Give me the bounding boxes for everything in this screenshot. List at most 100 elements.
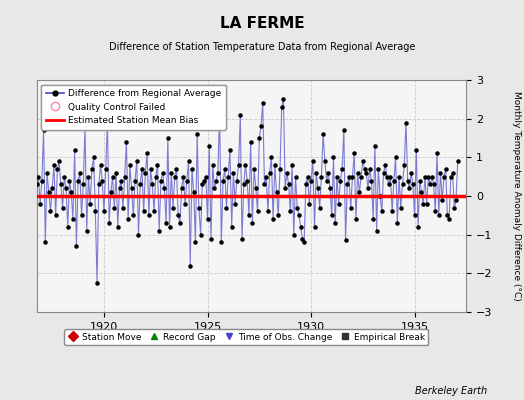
Point (300, 239, 308, 246)
Point (407, 170, 416, 176)
Point (75, 170, 84, 176)
Point (445, 216, 453, 222)
Point (136, 181, 145, 188)
Point (276, 166, 284, 172)
Point (67, 189, 75, 195)
Point (160, 185, 169, 192)
Point (86, 200, 94, 207)
Point (431, 208, 440, 215)
Point (205, 142, 213, 149)
Point (117, 177, 125, 184)
Point (443, 212, 452, 218)
Point (174, 212, 182, 218)
Point (195, 204, 203, 211)
Point (290, 232, 298, 238)
Point (279, 96, 288, 102)
Point (238, 235, 246, 242)
Point (250, 166, 258, 172)
Point (190, 189, 198, 195)
Point (124, 216, 133, 222)
Point (179, 174, 188, 180)
Point (78, 212, 86, 218)
Legend: Difference from Regional Average, Quality Control Failed, Estimated Station Mean: Difference from Regional Average, Qualit… (41, 84, 226, 130)
Point (416, 177, 424, 184)
Point (163, 135, 172, 141)
Point (212, 177, 220, 184)
Point (209, 162, 217, 168)
Point (429, 181, 438, 188)
Point (386, 174, 395, 180)
Point (178, 185, 186, 192)
Point (424, 174, 433, 180)
Point (333, 174, 341, 180)
Point (95, 181, 103, 188)
Point (148, 181, 157, 188)
Point (102, 166, 110, 172)
Point (127, 185, 136, 192)
Point (345, 174, 353, 180)
Point (186, 262, 194, 269)
Point (264, 208, 272, 215)
Point (84, 174, 93, 180)
Point (409, 181, 417, 188)
Point (172, 166, 181, 172)
Point (98, 177, 106, 184)
Point (219, 177, 227, 184)
Point (329, 154, 337, 160)
Point (233, 177, 241, 184)
Point (388, 208, 396, 215)
Text: Difference of Station Temperature Data from Regional Average: Difference of Station Temperature Data f… (109, 42, 415, 52)
Point (231, 200, 239, 207)
Point (193, 131, 201, 137)
Point (352, 216, 360, 222)
Point (361, 166, 369, 172)
Point (196, 232, 205, 238)
Point (93, 280, 101, 286)
Point (341, 237, 350, 244)
Point (243, 177, 252, 184)
Point (200, 177, 208, 184)
Point (112, 170, 120, 176)
Point (188, 166, 196, 172)
Point (314, 185, 322, 192)
Point (79, 181, 88, 188)
Point (69, 216, 77, 222)
Point (367, 177, 376, 184)
Point (90, 154, 98, 160)
Point (234, 162, 243, 168)
Point (46, 208, 54, 215)
Point (450, 204, 458, 211)
Point (354, 170, 362, 176)
Point (141, 170, 149, 176)
Point (131, 177, 139, 184)
Point (298, 235, 307, 242)
Point (385, 181, 393, 188)
Point (129, 212, 137, 218)
Point (55, 158, 63, 164)
Point (72, 243, 81, 250)
Point (191, 239, 200, 246)
Point (348, 174, 357, 180)
Point (270, 162, 279, 168)
Point (70, 146, 79, 153)
Point (383, 174, 391, 180)
Point (309, 158, 317, 164)
Point (373, 228, 381, 234)
Point (338, 166, 346, 172)
Point (146, 166, 155, 172)
Point (286, 208, 294, 215)
Point (355, 189, 364, 195)
Point (452, 197, 460, 203)
Point (274, 212, 282, 218)
Point (121, 174, 129, 180)
Point (331, 220, 340, 226)
Point (215, 108, 224, 114)
Point (426, 181, 434, 188)
Point (366, 166, 374, 172)
Point (317, 174, 325, 180)
Point (34, 174, 42, 180)
Point (107, 189, 115, 195)
Point (126, 162, 134, 168)
Point (202, 174, 210, 180)
Point (434, 212, 443, 218)
